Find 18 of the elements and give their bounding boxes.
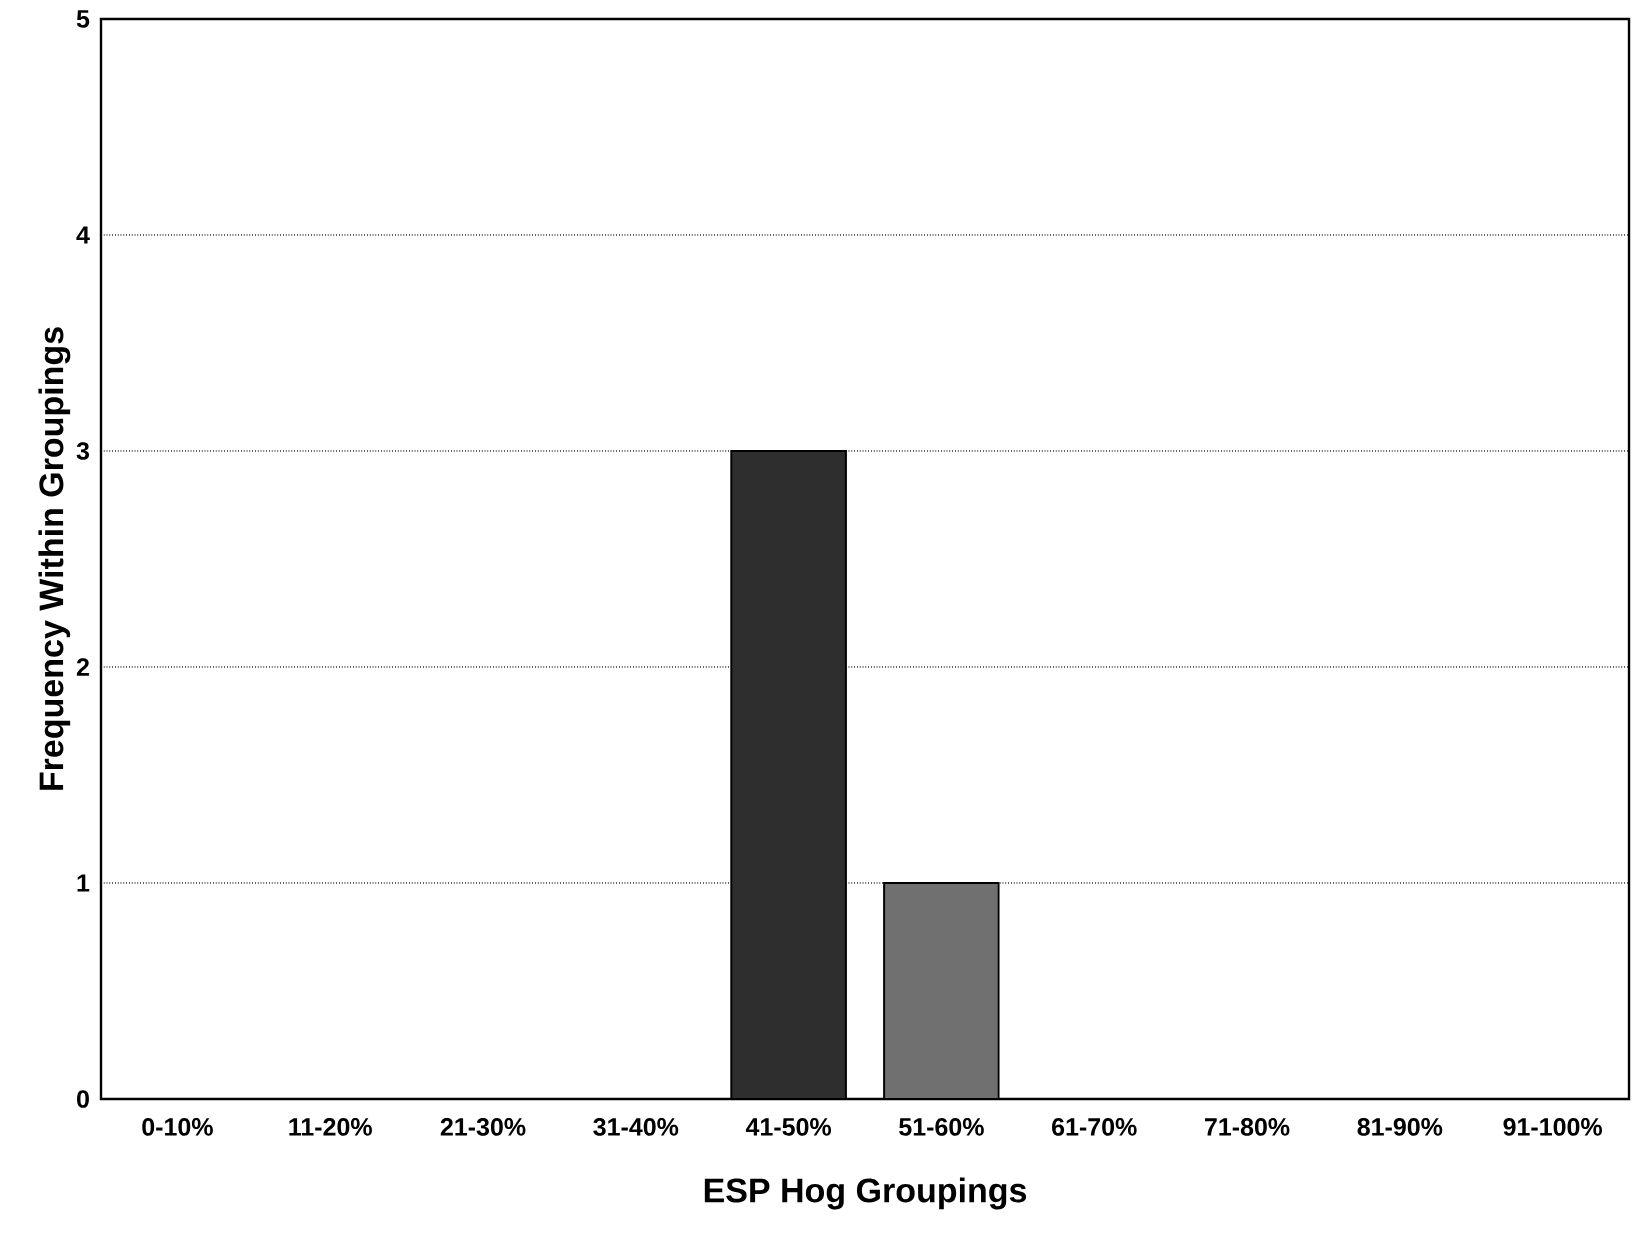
x-tick-label: 91-100% [1503,1118,1602,1136]
y-tick-label: 3 [76,442,90,460]
y-axis-title: Frequency Within Groupings [38,327,71,790]
x-axis-title: ESP Hog Groupings [704,1177,1027,1210]
x-tick-label: 11-20% [289,1118,372,1136]
x-tick-label: 81-90% [1357,1118,1443,1136]
x-tick-label: 31-40% [593,1118,679,1136]
x-tick-label: 61-70% [1052,1118,1137,1136]
y-tick-label: 1 [77,874,90,892]
y-tick-label: 2 [76,658,89,676]
y-tick-label: 5 [76,10,90,28]
x-tick-label: 21-30% [440,1118,526,1136]
x-tick-label: 41-50% [745,1118,832,1136]
y-tick-label: 0 [77,1090,89,1108]
y-tick-label: 4 [76,226,90,244]
x-tick-label: 51-60% [899,1118,984,1136]
x-tick-label: 71-80% [1205,1118,1290,1136]
x-tick-label: 0-10% [142,1118,213,1136]
